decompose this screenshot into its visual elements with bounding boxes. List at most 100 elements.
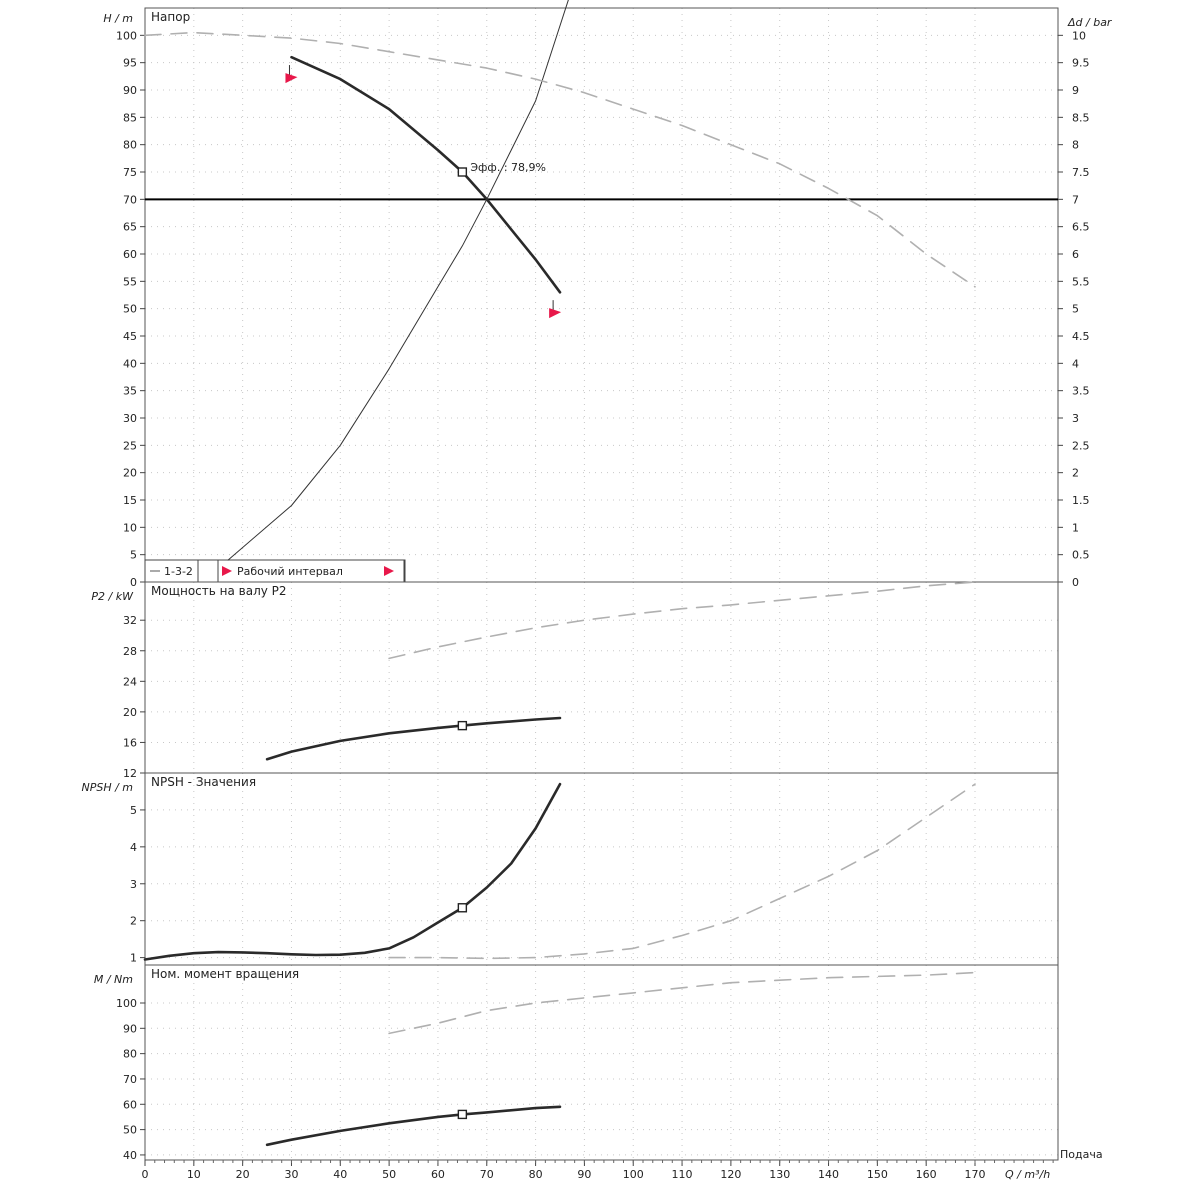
y2-tick-label: 5.5 [1072,275,1090,288]
y-tick-label: 90 [123,84,137,97]
y-tick-label: 1 [130,952,137,965]
operating-point-marker [457,903,468,913]
x-tick-label: 130 [769,1168,790,1181]
y-tick-label: 0 [130,576,137,589]
y-tick-label: 5 [130,549,137,562]
y2-tick-label: 7.5 [1072,166,1090,179]
legend-label-2: Рабочий интервал [237,565,343,578]
panel-title: Мощность на валу P2 [151,584,287,598]
y-axis-label: NPSH / m [81,781,133,794]
y-tick-label: 32 [123,614,137,627]
x-tick-label: 10 [187,1168,201,1181]
x-tick-label: 110 [672,1168,693,1181]
y2-tick-label: 7 [1072,193,1079,206]
y2-tick-label: 9 [1072,84,1079,97]
y-tick-label: 90 [123,1022,137,1035]
panel-frame-3 [144,964,1059,1161]
y-tick-label: 80 [123,1048,137,1061]
y-tick-label: 40 [123,357,137,370]
y2-tick-label: 4.5 [1072,330,1090,343]
series-dashed-1 [388,971,976,1035]
x-tick-label: 60 [431,1168,445,1181]
y-tick-label: 12 [123,767,137,780]
y2-tick-label: 6.5 [1072,221,1090,234]
y-tick-label: 75 [123,166,137,179]
y-axis-label: H / m [103,12,133,25]
operating-point-marker [457,1109,468,1120]
y2-axis-label: Δd / bar [1067,16,1113,29]
y2-tick-label: 5 [1072,303,1079,316]
series-thick-0 [265,716,562,761]
x-tick-label: 170 [965,1168,986,1181]
y-tick-label: 45 [123,330,137,343]
y-axis-label: P2 / kW [91,590,134,603]
y-tick-label: 25 [123,439,137,452]
curve-layer [143,0,1058,1147]
x-tick-label: 20 [236,1168,250,1181]
series-dashed-2 [144,31,976,288]
limit-marker-flag [549,308,562,319]
y2-tick-label: 3.5 [1072,385,1090,398]
y2-tick-label: 2 [1072,467,1079,480]
operating-point-marker [457,167,468,177]
y2-tick-label: 3 [1072,412,1079,425]
series-thick-0 [290,55,562,294]
y2-tick-label: 9.5 [1072,57,1090,70]
y-tick-label: 50 [123,303,137,316]
y2-tick-label: 10 [1072,29,1086,42]
x-tick-label: 40 [333,1168,347,1181]
y-tick-label: 28 [123,645,137,658]
y2-tick-label: 0.5 [1072,549,1090,562]
y-tick-label: 60 [123,248,137,261]
y-tick-label: 80 [123,139,137,152]
panel-title: Напор [151,10,190,24]
legend-label-1: 1-3-2 [164,565,193,578]
x-tick-label: 0 [142,1168,149,1181]
y2-tick-label: 1 [1072,521,1079,534]
x-tick-label: 90 [577,1168,591,1181]
operating-point-label: Эфф. : 78,9% [470,161,546,174]
y-tick-label: 60 [123,1098,137,1111]
x-tick-label: 30 [284,1168,298,1181]
y-tick-label: 16 [123,736,137,749]
y2-tick-label: 4 [1072,357,1079,370]
panel-frame-0 [144,7,1059,583]
y-tick-label: 70 [123,1073,137,1086]
series-thin-system-1 [227,0,569,561]
y-tick-label: 15 [123,494,137,507]
x-tick-label: 100 [623,1168,644,1181]
y-tick-label: 24 [123,675,137,688]
y-tick-label: 2 [130,915,137,928]
y-tick-label: 95 [123,57,137,70]
y2-tick-label: 1.5 [1072,494,1090,507]
y-tick-label: 100 [116,29,137,42]
limit-marker-flag [285,73,298,84]
y-tick-label: 4 [130,841,137,854]
y-tick-label: 55 [123,275,137,288]
series-dashed-1 [388,581,976,660]
y-tick-label: 20 [123,467,137,480]
y-axis-label: M / Nm [94,973,133,986]
legend-marker-left [222,566,232,576]
series-thick-0 [143,782,562,961]
y-tick-label: 85 [123,111,137,124]
y-tick-label: 40 [123,1149,137,1162]
y-tick-label: 5 [130,804,137,817]
panel-title: Ном. момент вращения [151,967,299,981]
y-tick-label: 30 [123,412,137,425]
x-tick-label: 50 [382,1168,396,1181]
y-tick-label: 35 [123,385,137,398]
panel-frame-2 [144,772,1059,966]
frame-layer [140,7,1063,1166]
y-tick-label: 20 [123,706,137,719]
x-tick-label: 140 [818,1168,839,1181]
x-tick-label: 120 [720,1168,741,1181]
operating-point-marker [457,720,468,731]
y-tick-label: 3 [130,878,137,891]
panel-frame-1 [144,581,1059,774]
x-tick-label: 160 [916,1168,937,1181]
x-tick-label: 70 [480,1168,494,1181]
x-tick-label: 80 [529,1168,543,1181]
y-tick-label: 50 [123,1124,137,1137]
y-tick-label: 100 [116,997,137,1010]
